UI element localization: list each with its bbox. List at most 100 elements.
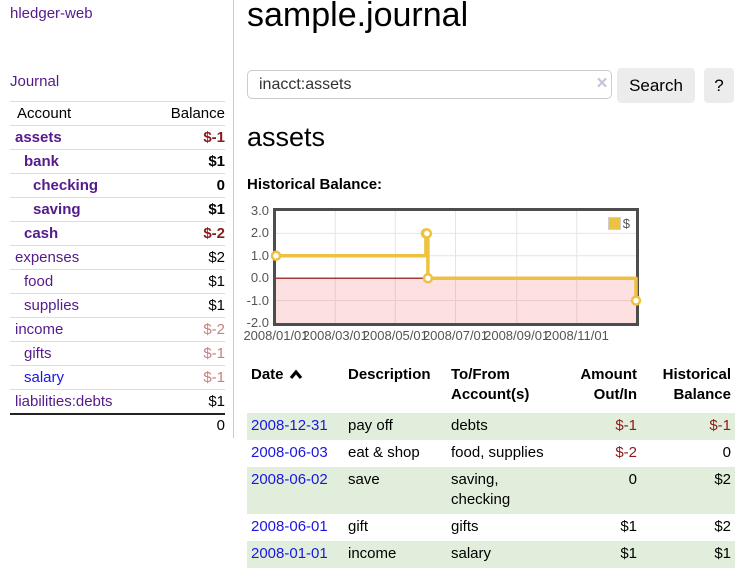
x-axis-label: 2008/03/01 bbox=[302, 328, 368, 343]
account-balance: 0 bbox=[150, 173, 225, 198]
transaction-date-link[interactable]: 2008-01-01 bbox=[251, 545, 328, 562]
account-link[interactable]: expenses bbox=[15, 249, 80, 266]
help-button[interactable]: ? bbox=[704, 68, 734, 103]
account-link[interactable]: bank bbox=[24, 153, 60, 170]
accounts-table: Account Balance assets $-1 bank $1 checking 0… bbox=[10, 101, 225, 437]
account-row: liabilities:debts $1 bbox=[10, 390, 225, 415]
transaction-balance: $-1 bbox=[709, 417, 731, 434]
register-row: 2008-06-02 save saving, checking 0 $2 bbox=[247, 467, 735, 514]
y-axis-label: 1.0 bbox=[250, 247, 269, 263]
accounts-header-row: Account Balance bbox=[10, 101, 225, 126]
account-balance: $-2 bbox=[150, 221, 225, 246]
register-row: 2008-06-01 gift gifts $1 $2 bbox=[247, 514, 735, 541]
register-header-amount: Amount Out/In bbox=[580, 366, 637, 403]
transaction-amount: $1 bbox=[620, 518, 637, 535]
account-name-cell: food bbox=[10, 269, 151, 294]
transaction-date-link[interactable]: 2008-06-02 bbox=[251, 471, 328, 488]
account-name-cell: liabilities:debts bbox=[10, 390, 151, 415]
transaction-balance: $1 bbox=[714, 545, 731, 562]
x-axis-label: 2008/09/01 bbox=[484, 328, 550, 343]
search-button[interactable]: Search bbox=[617, 68, 695, 103]
register-header-date[interactable]: Date bbox=[247, 361, 344, 413]
register-header-accounts: To/From Account(s) bbox=[451, 366, 530, 403]
account-balance: $-1 bbox=[150, 341, 225, 366]
app-title-link[interactable]: hledger-web bbox=[10, 5, 93, 22]
transaction-description: income bbox=[348, 545, 397, 562]
account-link[interactable]: income bbox=[15, 321, 64, 338]
search-input[interactable] bbox=[247, 70, 612, 99]
transaction-description: save bbox=[348, 471, 380, 488]
transaction-date-cell: 2008-12-31 bbox=[247, 413, 344, 440]
account-balance: $-1 bbox=[150, 365, 225, 390]
accounts-total-spacer bbox=[10, 413, 151, 437]
accounts-header-account: Account bbox=[10, 101, 151, 126]
account-balance: $1 bbox=[150, 269, 225, 294]
transaction-date-cell: 2008-01-01 bbox=[247, 541, 344, 568]
account-link[interactable]: gifts bbox=[24, 345, 52, 362]
account-link[interactable]: checking bbox=[33, 177, 99, 194]
account-row: checking 0 bbox=[10, 173, 225, 198]
account-link[interactable]: saving bbox=[33, 201, 81, 218]
accounts-header-balance: Balance bbox=[150, 101, 225, 126]
accounts-total-value: 0 bbox=[150, 413, 225, 437]
transaction-description: gift bbox=[348, 518, 369, 535]
account-name-cell: saving bbox=[10, 197, 151, 222]
page-title: sample.journal bbox=[247, 0, 469, 34]
account-name-cell: expenses bbox=[10, 245, 151, 270]
chart-canvas bbox=[270, 211, 642, 323]
chart-legend: $ bbox=[605, 215, 632, 232]
transaction-accounts: gifts bbox=[451, 518, 479, 535]
y-axis-label: -2.0 bbox=[246, 315, 269, 330]
transaction-description: pay off bbox=[348, 417, 393, 434]
balance-chart: $ 3.0 2.0 1.0 0.0 -1.0 -2.0 2008/01/01 2008/03… bbox=[243, 203, 707, 348]
clear-search-icon[interactable]: × bbox=[596, 73, 608, 94]
transaction-amount: $-1 bbox=[615, 417, 637, 434]
account-row: supplies $1 bbox=[10, 293, 225, 318]
sort-ascending-icon bbox=[289, 369, 302, 380]
account-name-cell: salary bbox=[10, 365, 151, 390]
x-axis-label: 2008/11/01 bbox=[544, 328, 609, 343]
account-link[interactable]: assets bbox=[15, 129, 62, 146]
account-balance: $-2 bbox=[150, 317, 225, 342]
account-row: gifts $-1 bbox=[10, 341, 225, 366]
account-name-cell: bank bbox=[10, 149, 151, 174]
account-link[interactable]: cash bbox=[24, 225, 59, 242]
account-row: income $-2 bbox=[10, 317, 225, 342]
transaction-accounts: salary bbox=[451, 545, 492, 562]
account-name-cell: checking bbox=[10, 173, 151, 198]
x-axis-label: 2008/05/01 bbox=[362, 328, 428, 343]
legend-label: $ bbox=[622, 216, 630, 231]
transaction-balance: $2 bbox=[714, 471, 731, 488]
chart-plot-area: $ bbox=[270, 208, 642, 326]
y-axis-label: 3.0 bbox=[250, 203, 269, 218]
account-balance: $1 bbox=[150, 149, 225, 174]
account-row: food $1 bbox=[10, 269, 225, 294]
sidebar-item-journal[interactable]: Journal bbox=[10, 73, 60, 90]
account-name-cell: assets bbox=[10, 125, 151, 150]
register-row: 2008-01-01 income salary $1 $1 bbox=[247, 541, 735, 568]
x-axis-label: 2008/07/01 bbox=[422, 328, 489, 343]
transaction-date-link[interactable]: 2008-06-03 bbox=[251, 444, 328, 461]
account-link[interactable]: supplies bbox=[24, 297, 80, 314]
account-balance: $2 bbox=[150, 245, 225, 270]
transaction-amount: $1 bbox=[620, 545, 637, 562]
transaction-balance: 0 bbox=[722, 444, 731, 461]
account-link[interactable]: food bbox=[24, 273, 54, 290]
transaction-date-link[interactable]: 2008-12-31 bbox=[251, 417, 328, 434]
account-heading: assets bbox=[247, 122, 326, 152]
register-row: 2008-06-03 eat & shop food, supplies $-2 0 bbox=[247, 440, 735, 467]
account-link[interactable]: liabilities:debts bbox=[15, 393, 113, 410]
register-header-description: Description bbox=[348, 366, 431, 383]
sidebar: hledger-web Journal Account Balance asse… bbox=[0, 0, 234, 438]
legend-swatch-icon bbox=[607, 217, 621, 230]
account-row: salary $-1 bbox=[10, 365, 225, 390]
transaction-date-link[interactable]: 2008-06-01 bbox=[251, 518, 328, 535]
register-row: 2008-12-31 pay off debts $-1 $-1 bbox=[247, 413, 735, 440]
account-name-cell: cash bbox=[10, 221, 151, 246]
account-row: expenses $2 bbox=[10, 245, 225, 270]
account-name-cell: gifts bbox=[10, 341, 151, 366]
register-header-balance: Historical Balance bbox=[662, 366, 731, 403]
transaction-amount: $-2 bbox=[615, 444, 637, 461]
account-link[interactable]: salary bbox=[24, 369, 65, 386]
account-row: cash $-2 bbox=[10, 221, 225, 246]
